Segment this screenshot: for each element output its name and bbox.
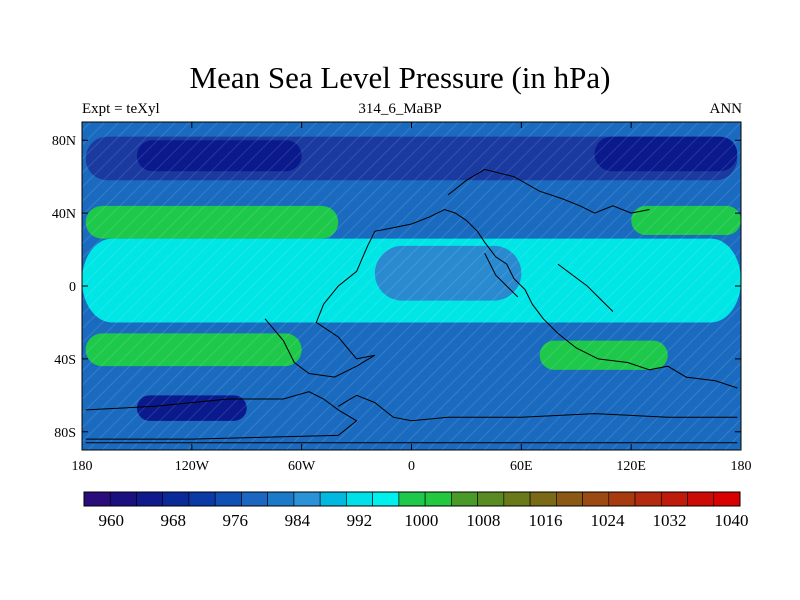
lon-tick-label: 60W [288, 459, 316, 474]
lat-tick-label: 0 [69, 280, 76, 295]
lat-tick-label: 40N [52, 207, 76, 222]
colorbar-swatch [293, 491, 321, 507]
map-title: Mean Sea Level Pressure (in hPa) [189, 60, 611, 95]
lon-tick-label: 0 [408, 459, 415, 474]
colorbar-label: 984 [285, 511, 311, 530]
lon-tick-label: 180 [731, 459, 752, 474]
colorbar-label: 976 [223, 511, 249, 530]
coastline-5 [447, 168, 650, 214]
colorbar-label: 1016 [528, 511, 562, 530]
colorbar-label: 1008 [466, 511, 500, 530]
colorbar-swatch [188, 491, 216, 507]
colorbar-swatch [319, 491, 347, 507]
colorbar-swatch [608, 491, 636, 507]
lon-tick-label: 180 [72, 459, 93, 474]
colorbar-swatch [136, 491, 164, 507]
colorbar-swatch [451, 491, 478, 507]
colorbar-swatch [424, 491, 452, 507]
coastline-1 [264, 318, 376, 378]
colorbar-swatch [556, 491, 583, 507]
colorbar-swatch [634, 491, 662, 507]
colorbar-label: 1040 [715, 511, 749, 530]
coastline-0 [315, 208, 738, 389]
colorbar-swatch [529, 491, 557, 507]
colorbar-swatch [267, 491, 295, 507]
colorbar-swatch [162, 491, 190, 507]
colorbar-label: 1000 [404, 511, 438, 530]
coastline-7 [484, 252, 519, 298]
colorbar-label: 960 [98, 511, 124, 530]
lat-tick-label: 80N [52, 134, 76, 149]
colorbar-swatch [477, 491, 505, 507]
colorbar-swatch [372, 491, 400, 507]
colorbar-label: 1032 [653, 511, 687, 530]
coastline-2 [85, 391, 358, 440]
colorbar-swatch [713, 491, 741, 507]
colorbar-frame [83, 491, 741, 507]
colorbar-swatch [660, 491, 688, 507]
experiment-label: Expt = teXyl [82, 101, 160, 117]
lon-tick-label: 120W [175, 459, 210, 474]
colorbar-swatch [398, 491, 426, 507]
season-label: ANN [709, 101, 743, 117]
lat-tick-label: 80S [54, 426, 76, 441]
colorbar-label: 992 [347, 511, 373, 530]
period-label: 314_6_MaBP [358, 101, 442, 117]
coastline-3 [338, 394, 738, 422]
lon-tick-label: 120E [616, 459, 646, 474]
hatching-overlay [82, 122, 741, 450]
colorbar-swatch [83, 491, 111, 507]
colorbar-swatch [582, 491, 610, 507]
lon-tick-label: 60E [510, 459, 533, 474]
lat-tick-label: 40S [54, 353, 76, 368]
colorbar-swatch [241, 491, 268, 507]
colorbar-label: 968 [161, 511, 187, 530]
colorbar-swatch [346, 491, 373, 507]
colorbar-swatch [214, 491, 242, 507]
coastline-6 [557, 263, 614, 312]
colorbar-swatch [109, 491, 137, 507]
colorbar-label: 1024 [590, 511, 625, 530]
colorbar-swatch [687, 491, 715, 507]
colorbar-swatch [503, 491, 531, 507]
